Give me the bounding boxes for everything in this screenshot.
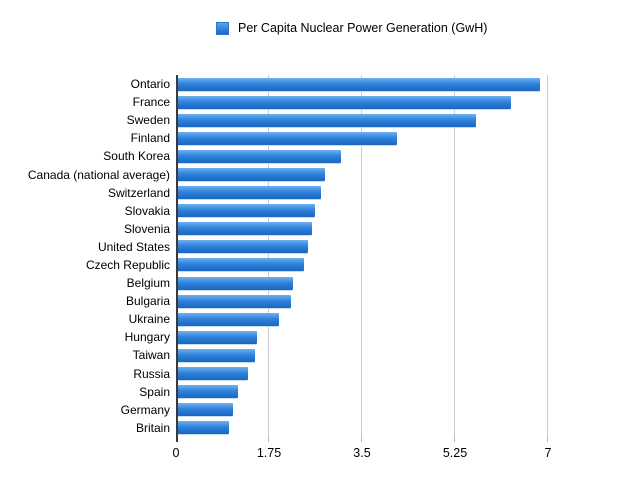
bar-row [176,310,548,328]
category-label-germany: Germany [120,402,170,417]
bar-row [176,129,548,147]
gridline-3.5 [361,75,362,437]
bar-ontario [176,77,541,91]
category-label-russia: Russia [133,366,170,381]
bar-taiwan [176,348,256,362]
x-axis-tick-label-1.75: 1.75 [256,446,282,460]
category-label-united-states: United States [97,239,170,254]
bar-row [176,220,548,238]
gridline-1.75 [268,75,269,437]
bar-spain [176,385,238,399]
bar-germany [176,403,234,417]
bar-series [176,75,548,437]
category-label-slovakia: Slovakia [124,203,170,218]
gridline-5.25 [454,75,455,437]
bar-row [176,202,548,220]
category-label-slovenia: Slovenia [123,221,170,236]
bar-slovakia [176,204,316,218]
plot-area [176,75,548,442]
bar-row [176,365,548,383]
category-label-spain: Spain [139,384,170,399]
x-axis-tick-5.25 [454,437,455,442]
bar-finland [176,131,397,145]
category-label-belgium: Belgium [126,276,170,291]
bar-russia [176,367,249,381]
y-axis-line [176,75,178,442]
category-label-canada-national-average: Canada (national average) [27,167,170,182]
bar-south-korea [176,149,341,163]
bar-switzerland [176,186,321,200]
category-label-taiwan: Taiwan [132,348,170,363]
category-label-france: France [132,95,170,110]
category-label-britain: Britain [135,420,170,435]
bar-belgium [176,276,293,290]
bar-row [176,184,548,202]
x-axis: 0 1.75 3.5 5.25 7 [172,446,552,462]
category-axis-labels: Ontario France Sweden Finland South Korea Can… [0,75,170,437]
bar-row [176,147,548,165]
bar-france [176,95,511,109]
category-label-czech-republic: Czech Republic [85,257,170,272]
bar-united-states [176,240,308,254]
x-axis-tick-3.5 [361,437,362,442]
category-label-ontario: Ontario [130,77,170,92]
category-label-ukraine: Ukraine [128,312,170,327]
bar-row [176,165,548,183]
category-label-switzerland: Switzerland [107,185,170,200]
bar-row [176,274,548,292]
bar-row [176,111,548,129]
bar-ukraine [176,312,279,326]
category-label-finland: Finland [130,131,170,146]
category-label-bulgaria: Bulgaria [125,294,170,309]
bar-canada-national-average [176,168,325,182]
bar-sweden [176,113,477,127]
legend-label: Per Capita Nuclear Power Generation (GwH… [238,21,488,35]
x-axis-tick-7 [547,437,548,442]
bar-row [176,346,548,364]
category-label-south-korea: South Korea [103,149,170,164]
legend-swatch-icon [216,21,229,35]
bar-row [176,256,548,274]
bar-czech-republic [176,258,304,272]
bar-row [176,328,548,346]
bar-bulgaria [176,294,292,308]
x-axis-tick-1.75 [268,437,269,442]
bar-row [176,401,548,419]
bar-row [176,419,548,437]
bar-row [176,292,548,310]
legend: Per Capita Nuclear Power Generation (GwH… [216,21,487,35]
bar-hungary [176,330,257,344]
bar-slovenia [176,222,313,236]
bar-row [176,93,548,111]
x-axis-tick-label-3.5: 3.5 [353,446,371,460]
bar-britain [176,421,229,435]
bar-row [176,383,548,401]
bar-row [176,75,548,93]
category-label-sweden: Sweden [126,113,170,128]
x-axis-tick-label-5.25: 5.25 [442,446,468,460]
category-label-hungary: Hungary [124,330,170,345]
gridline-7 [547,75,548,437]
x-axis-tick-label-7: 7 [544,446,552,460]
bar-row [176,238,548,256]
x-axis-tick-label-0: 0 [172,446,180,460]
